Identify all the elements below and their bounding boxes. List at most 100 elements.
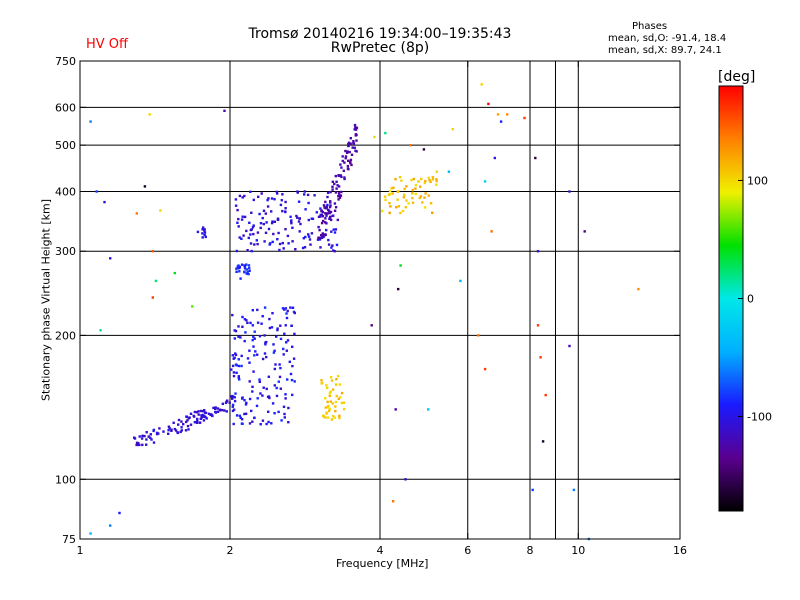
data-point [506,113,509,116]
data-point [248,380,251,383]
data-point [327,406,330,409]
data-point [321,219,325,223]
data-point [637,287,640,291]
data-point [205,417,208,420]
data-point [407,202,410,205]
data-point [341,155,344,158]
data-point [531,488,534,492]
data-point [421,201,424,204]
data-point [296,216,299,219]
data-point [347,141,351,144]
data-point [118,511,121,515]
data-point [391,192,394,195]
data-point [536,324,540,327]
data-point [223,109,226,112]
data-point [259,392,262,395]
data-point [398,175,402,179]
data-point [240,237,243,240]
data-point [240,364,243,368]
data-point [247,236,250,240]
data-point [240,418,244,421]
data-point [328,407,331,411]
data-point [234,329,238,333]
data-point [342,169,345,172]
data-point [338,383,341,386]
data-point [327,238,330,242]
data-point [323,206,326,209]
data-point [499,120,503,123]
data-point [315,211,318,214]
data-point [243,264,247,268]
data-point [176,431,179,434]
data-point [287,421,290,424]
data-point [388,189,392,193]
data-point [281,193,284,196]
data-point [256,231,260,234]
data-point [221,402,224,405]
data-point [330,418,334,421]
data-point [240,354,243,358]
data-point [201,232,204,235]
data-point [262,209,266,212]
data-point [185,415,188,418]
data-point [337,397,340,400]
data-point [243,412,246,416]
data-point [214,406,217,409]
data-point [541,440,545,443]
data-point [201,228,204,231]
data-point [331,180,334,183]
data-point [340,166,343,169]
data-point [350,153,354,156]
data-point [147,435,150,438]
data-point [418,196,421,200]
data-point [325,228,328,232]
data-point [297,200,301,203]
data-point [388,211,391,215]
data-point [249,190,252,193]
data-point [399,264,402,267]
data-point [202,413,205,417]
data-point [245,319,248,322]
data-point [334,174,337,178]
data-point [420,177,423,181]
data-point [447,170,451,173]
data-point [249,321,252,325]
data-point [197,413,200,416]
y-tick-label: 500 [55,139,76,152]
data-point [331,185,334,188]
data-point [234,353,238,357]
data-point [135,212,138,215]
data-point [152,428,156,432]
data-point [329,218,333,222]
data-point [201,410,205,413]
data-point [252,345,255,348]
data-point [353,123,357,127]
data-point [284,228,287,231]
data-point [251,309,254,312]
data-point [326,203,329,207]
data-point [329,210,333,214]
data-point [173,427,177,431]
data-point [285,312,288,315]
data-point [303,190,306,193]
data-point [238,194,242,198]
data-point [230,368,233,371]
data-point [172,421,175,424]
data-point [324,406,327,409]
data-point [402,196,406,199]
data-point [231,364,235,368]
data-point [278,242,282,246]
y-tick-label: 100 [55,473,76,486]
data-point [327,404,330,408]
data-point [285,316,289,320]
data-point [261,357,265,361]
data-point [235,249,238,253]
data-point [211,414,214,418]
data-point [572,488,576,492]
data-point [326,416,330,419]
data-point [414,183,418,187]
data-point [403,187,406,191]
data-point [324,397,327,400]
data-point [265,355,268,359]
data-point [337,192,341,195]
